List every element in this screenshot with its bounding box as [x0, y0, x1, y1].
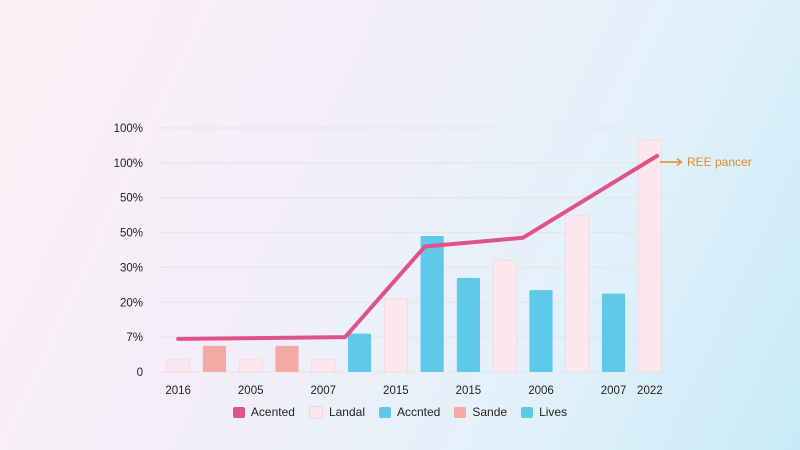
legend-item: Lives — [521, 405, 567, 419]
legend-swatch — [521, 406, 534, 418]
y-tick-label: 20% — [120, 297, 143, 309]
bar — [565, 214, 590, 373]
x-tick-label: 2005 — [238, 385, 264, 397]
legend-swatch — [379, 406, 391, 418]
x-tick-label: 2016 — [165, 385, 191, 397]
annotation-label: REE pancer — [687, 155, 752, 169]
legend-swatch — [232, 406, 245, 418]
y-tick-label: 50% — [120, 193, 143, 205]
x-tick-label: 2015 — [456, 385, 482, 397]
x-tick-label: 2015 — [383, 385, 409, 397]
annotation: REE pancer — [660, 155, 752, 169]
legend-label: Acented — [250, 405, 295, 419]
y-axis-ticks: 0 7% 20% 30% 50% 50% 100% 100% — [114, 123, 143, 379]
annotation-arrow-head — [676, 157, 683, 167]
x-tick-label: 2007 — [310, 385, 336, 397]
bar — [529, 290, 553, 372]
bar — [311, 359, 336, 373]
bar — [637, 139, 662, 373]
bars — [166, 139, 662, 373]
bar — [347, 333, 372, 372]
line-series-acented — [176, 153, 660, 341]
bar — [492, 260, 517, 373]
y-tick-label: 100% — [114, 158, 143, 170]
legend-label: Lives — [539, 405, 568, 419]
y-tick-label: 100% — [114, 123, 143, 135]
y-tick-label: 50% — [120, 228, 143, 240]
bar — [383, 298, 408, 373]
legend-label: Sande — [472, 405, 508, 419]
x-tick-label: 2006 — [528, 385, 554, 397]
x-tick-label: 2007 — [601, 385, 627, 397]
legend: Acented Landal Accnted Sande Lives — [0, 405, 800, 419]
y-tick-label: 0 — [137, 367, 143, 379]
x-tick-label: 2022 — [637, 385, 663, 397]
legend-swatch — [454, 406, 467, 418]
bar — [420, 236, 444, 372]
legend-item: Sande — [454, 405, 507, 419]
y-tick-label: 7% — [126, 332, 143, 344]
bar — [275, 345, 299, 372]
legend-label: Accnted — [397, 405, 441, 419]
bar — [456, 277, 481, 372]
bar — [238, 359, 263, 373]
legend-item: Landal — [308, 405, 365, 419]
bar — [601, 293, 626, 372]
legend-item: Accnted — [379, 405, 440, 419]
legend-item: Acented — [232, 405, 295, 419]
bar — [166, 359, 191, 373]
y-tick-label: 30% — [120, 262, 143, 274]
legend-swatch — [308, 405, 323, 419]
x-axis-ticks: 2016 2005 2007 2015 2015 2006 2007 2022 — [165, 385, 662, 397]
legend-label: Landal — [328, 405, 365, 419]
line-series — [176, 153, 660, 341]
gridlines — [160, 127, 668, 373]
bar — [202, 345, 227, 372]
